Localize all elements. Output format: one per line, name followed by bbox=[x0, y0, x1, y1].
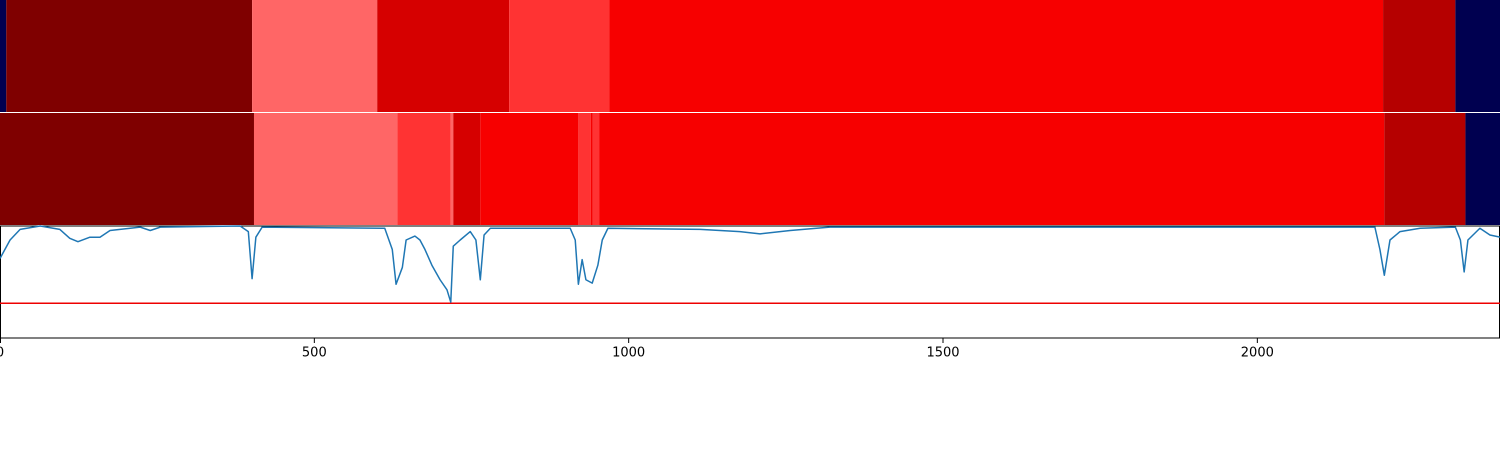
x-tick-label: 500 bbox=[302, 346, 327, 361]
segment bbox=[453, 113, 481, 225]
segment bbox=[0, 0, 7, 112]
segment bbox=[450, 113, 454, 225]
segment bbox=[1384, 113, 1466, 225]
segment bbox=[1455, 0, 1500, 112]
segment bbox=[509, 0, 610, 112]
segment bbox=[397, 113, 451, 225]
segment bbox=[592, 113, 600, 225]
segment bbox=[377, 0, 510, 112]
segment bbox=[480, 113, 579, 225]
segment bbox=[609, 0, 1384, 112]
segment bbox=[1383, 0, 1456, 112]
segment bbox=[252, 0, 378, 112]
x-tick-label: 1000 bbox=[612, 346, 645, 361]
plot-frame bbox=[0, 225, 1500, 339]
x-tick-label: 1500 bbox=[926, 346, 959, 361]
segment bbox=[253, 113, 398, 225]
x-tick-label: 0 bbox=[0, 346, 4, 361]
segment bbox=[578, 113, 591, 225]
x-tick-label: 2000 bbox=[1241, 346, 1274, 361]
line-series bbox=[0, 225, 1500, 303]
segment bbox=[0, 113, 254, 225]
segment bbox=[6, 0, 253, 112]
segment bbox=[599, 113, 1385, 225]
segment bbox=[1465, 113, 1500, 225]
segment bbox=[590, 113, 593, 225]
